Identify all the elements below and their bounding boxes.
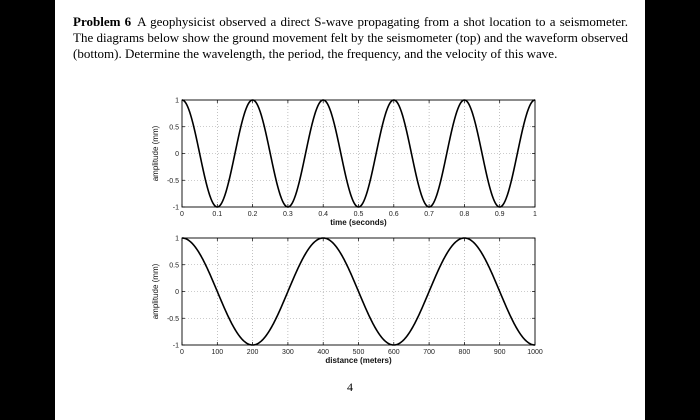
x-tick-label: 0 [180, 211, 184, 218]
y-tick-label: -1 [173, 205, 179, 212]
x-tick-label: 0.7 [424, 211, 434, 218]
page-number: 4 [347, 380, 353, 394]
y-tick-label: 0.5 [169, 124, 179, 131]
x-tick-label: 100 [211, 349, 223, 356]
x-tick-label: 0.4 [318, 211, 328, 218]
y-tick-label: 0.5 [169, 262, 179, 269]
x-tick-label: 1000 [527, 349, 543, 356]
y-tick-label: 0 [175, 289, 179, 296]
problem-label: Problem 6 [73, 14, 132, 29]
x-axis-label: time (seconds) [330, 218, 387, 227]
x-tick-label: 0.2 [248, 211, 258, 218]
x-tick-label: 500 [353, 349, 365, 356]
waveform-line [181, 237, 536, 346]
x-tick-label: 0.9 [495, 211, 505, 218]
x-tick-label: 800 [459, 349, 471, 356]
y-tick-label: -0.5 [167, 178, 179, 185]
x-tick-label: 200 [247, 349, 259, 356]
x-tick-label: 0.5 [354, 211, 364, 218]
x-tick-label: 0.3 [283, 211, 293, 218]
distance-plot: 0 100 200 300 400 500 600 700 800 900 1000 1 0.5 0 -0.… [151, 236, 543, 366]
x-tick-label: 0.6 [389, 211, 399, 218]
x-tick-label: 0.1 [212, 211, 222, 218]
x-tick-label: 0.8 [460, 211, 470, 218]
problem-text: A geophysicist observed a direct S-wave … [73, 14, 628, 61]
x-axis-label: distance (meters) [325, 356, 392, 365]
x-tick-label: 700 [423, 349, 435, 356]
x-tick-label: 400 [317, 349, 329, 356]
x-tick-label: 900 [494, 349, 506, 356]
y-tick-label: -1 [173, 343, 179, 350]
y-tick-label: 1 [175, 98, 179, 105]
y-axis-label: amplitude (mm) [151, 125, 160, 181]
y-tick-label: 0 [175, 151, 179, 158]
x-tick-label: 600 [388, 349, 400, 356]
y-axis-label: amplitude (mm) [151, 263, 160, 319]
time-plot: 0 0.1 0.2 0.3 0.4 0.5 0.6 0.7 0.8 0.9 1 1 0.5 0 -0.5 -1… [151, 98, 537, 228]
y-tick-label: 1 [175, 236, 179, 243]
x-tick-label: 0 [180, 349, 184, 356]
x-tick-label: 300 [282, 349, 294, 356]
y-tick-label: -0.5 [167, 316, 179, 323]
x-tick-label: 1 [533, 211, 537, 218]
